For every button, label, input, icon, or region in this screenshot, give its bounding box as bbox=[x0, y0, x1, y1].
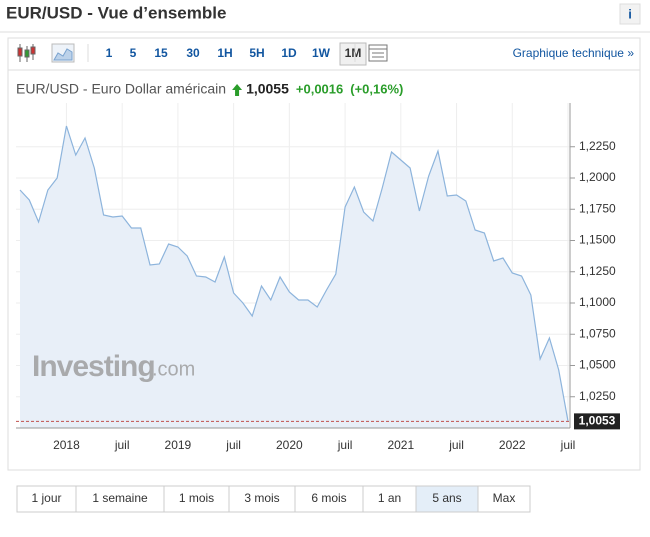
quote-price: 1,0055 bbox=[246, 81, 289, 97]
timeframe[interactable]: 30 bbox=[186, 46, 200, 60]
x-tick-label: 2020 bbox=[276, 438, 303, 452]
y-tick-label: 1,1000 bbox=[579, 295, 616, 309]
x-tick-label: juil bbox=[448, 438, 464, 452]
range-label: 1 an bbox=[378, 491, 401, 505]
x-tick-label: 2021 bbox=[387, 438, 414, 452]
range-button[interactable] bbox=[477, 485, 531, 513]
range-label: Max bbox=[493, 491, 516, 505]
price-badge-label: 1,0053 bbox=[579, 414, 616, 428]
range-label: 1 semaine bbox=[92, 491, 148, 505]
x-tick-label: 2018 bbox=[53, 438, 80, 452]
timeframe[interactable]: 1D bbox=[281, 46, 297, 60]
timeframe[interactable]: 5 bbox=[130, 46, 137, 60]
up-arrow bbox=[232, 84, 243, 96]
quote-name: EUR/USD - Euro Dollar américain bbox=[16, 81, 226, 97]
title: EUR/USD - Vue d’ensemble bbox=[6, 3, 226, 22]
info-label: i bbox=[628, 6, 632, 21]
timeframe[interactable]: 1M bbox=[345, 46, 362, 60]
chart-panel bbox=[7, 37, 641, 471]
timeframe[interactable]: 1W bbox=[312, 46, 331, 60]
area-icon[interactable] bbox=[51, 43, 75, 63]
range-button[interactable] bbox=[294, 485, 364, 513]
x-tick-label: juil bbox=[337, 438, 353, 452]
candle-icon[interactable] bbox=[17, 44, 36, 62]
timeframe[interactable]: 1 bbox=[106, 46, 113, 60]
x-tick-label: 2022 bbox=[499, 438, 526, 452]
info-button[interactable] bbox=[619, 3, 641, 25]
range-button[interactable] bbox=[163, 485, 230, 513]
y-tick-label: 1,0250 bbox=[579, 389, 616, 403]
y-tick-label: 1,1750 bbox=[579, 201, 616, 215]
range-button[interactable] bbox=[362, 485, 417, 513]
timeframe-selected bbox=[339, 42, 367, 66]
line bbox=[19, 125, 569, 422]
timeframe[interactable]: 15 bbox=[154, 46, 168, 60]
y-tick-label: 1,2250 bbox=[579, 139, 616, 153]
quote-change-pct: (+0,16%) bbox=[350, 81, 403, 96]
range-button[interactable] bbox=[415, 485, 479, 513]
range-label: 1 mois bbox=[179, 491, 214, 505]
range-label: 6 mois bbox=[311, 491, 346, 505]
range-label: 1 jour bbox=[31, 491, 61, 505]
area bbox=[20, 126, 568, 428]
x-tick-label: 2019 bbox=[165, 438, 192, 452]
price-badge bbox=[574, 413, 620, 430]
range-button[interactable] bbox=[228, 485, 296, 513]
quote-change: +0,0016 bbox=[296, 81, 343, 96]
x-tick-label: juil bbox=[114, 438, 130, 452]
technical-link[interactable]: Graphique technique » bbox=[513, 46, 635, 60]
watermark-suffix: .com bbox=[152, 358, 195, 380]
table-icon[interactable] bbox=[368, 44, 388, 62]
timeframe[interactable]: 1H bbox=[217, 46, 232, 60]
timeframe[interactable]: 5H bbox=[249, 46, 264, 60]
y-tick-label: 1,1500 bbox=[579, 233, 616, 247]
range-label: 5 ans bbox=[432, 491, 461, 505]
y-tick-label: 1,1250 bbox=[579, 264, 616, 278]
range-label: 3 mois bbox=[244, 491, 279, 505]
range-button[interactable] bbox=[16, 485, 77, 513]
watermark-brand: Investing bbox=[32, 350, 155, 383]
y-tick-label: 1,0500 bbox=[579, 358, 616, 372]
x-tick-label: juil bbox=[225, 438, 241, 452]
y-tick-label: 1,2000 bbox=[579, 170, 616, 184]
y-tick-label: 1,0750 bbox=[579, 326, 616, 340]
x-tick-label: juil bbox=[560, 438, 576, 452]
